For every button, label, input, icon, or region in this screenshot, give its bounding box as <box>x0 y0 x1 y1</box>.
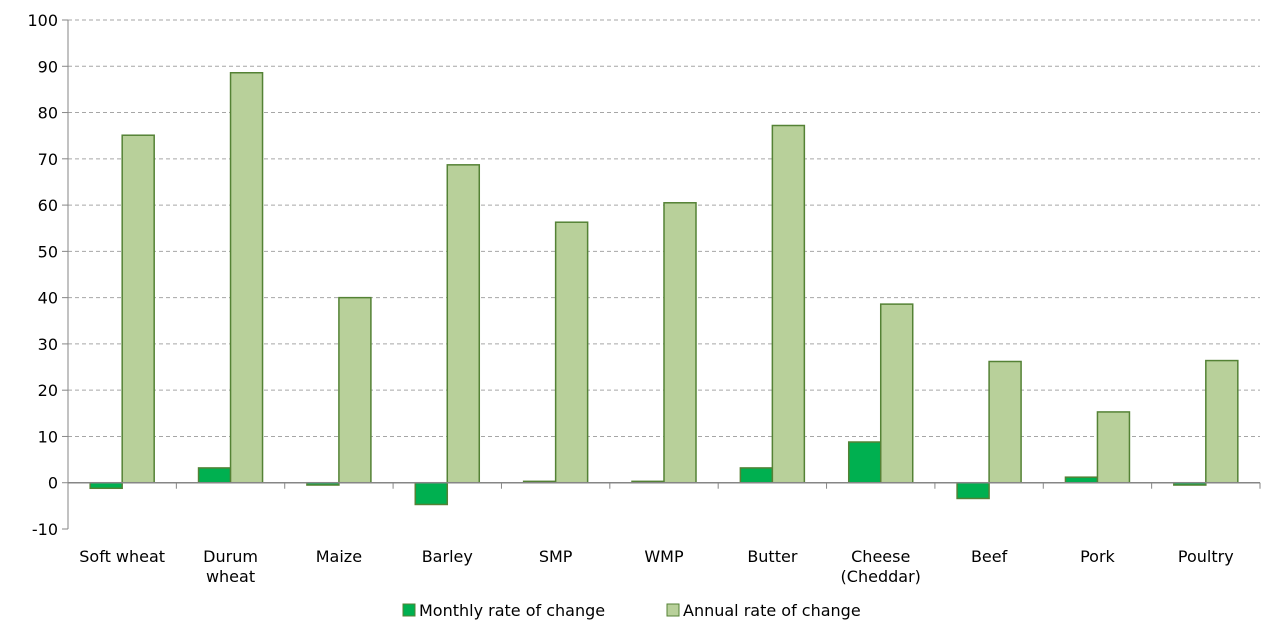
category-label-line: wheat <box>206 567 255 586</box>
axis-labels: -10 0 10 20 30 40 50 60 70 80 90 100 Soft wheat Durum… <box>27 11 1233 586</box>
annual-bar <box>1096 411 1131 484</box>
category-label-line: Soft wheat <box>79 547 165 566</box>
category-label: Barley <box>422 547 473 566</box>
axes <box>62 19 1261 530</box>
category-label-line: Poultry <box>1178 547 1234 566</box>
category-label-line: (Cheddar) <box>841 567 921 586</box>
category-label-line: Cheese <box>851 547 910 566</box>
category-label-line: Butter <box>747 547 798 566</box>
category-label-line: Pork <box>1080 547 1115 566</box>
annual-bar <box>121 134 155 484</box>
annual-bar <box>338 296 372 484</box>
monthly-bar <box>847 441 882 484</box>
y-tick-label: 90 <box>38 57 58 76</box>
annual-bar <box>988 360 1022 484</box>
y-tick-label: 0 <box>48 474 58 493</box>
y-tick-label: 20 <box>38 381 58 400</box>
y-tick-label: 40 <box>38 289 58 308</box>
y-tick-label: 70 <box>38 150 58 169</box>
y-tick-label: 10 <box>38 427 58 446</box>
legend-swatch-annual <box>666 603 680 617</box>
monthly-bar <box>956 481 990 500</box>
category-label: Butter <box>747 547 798 566</box>
monthly-bar <box>89 481 123 490</box>
annual-bar <box>554 221 589 484</box>
annual-bar <box>1205 359 1239 484</box>
annual-bar <box>446 164 481 484</box>
legend-label-annual: Annual rate of change <box>683 601 861 620</box>
category-label: WMP <box>644 547 684 566</box>
y-tick-label: 50 <box>38 242 58 261</box>
category-label-line: Durum <box>203 547 258 566</box>
category-label-line: Maize <box>316 547 362 566</box>
category-label-line: WMP <box>644 547 684 566</box>
bars <box>89 72 1239 506</box>
category-label-line: Beef <box>971 547 1008 566</box>
legend-label-monthly: Monthly rate of change <box>419 601 605 620</box>
y-tick-label: -10 <box>32 520 58 539</box>
annual-bar <box>879 303 914 484</box>
monthly-bar <box>1064 476 1099 484</box>
y-tick-label: 60 <box>38 196 58 215</box>
y-tick-label: 30 <box>38 335 58 354</box>
y-tick-label: 100 <box>27 11 58 30</box>
annual-bar <box>771 124 806 484</box>
annual-bar <box>663 202 697 484</box>
category-label: Durum wheat <box>203 547 258 586</box>
category-label-line: SMP <box>539 547 573 566</box>
legend: Monthly rate of change Annual rate of cha… <box>402 601 861 620</box>
category-label: Pork <box>1080 547 1115 566</box>
category-label: Maize <box>316 547 362 566</box>
monthly-bar <box>197 467 232 484</box>
category-label: Soft wheat <box>79 547 165 566</box>
legend-swatch-monthly <box>402 603 416 617</box>
category-label: Beef <box>971 547 1008 566</box>
category-label: Cheese (Cheddar) <box>841 547 921 586</box>
category-label: Poultry <box>1178 547 1234 566</box>
monthly-bar <box>739 467 774 484</box>
y-tick-label: 80 <box>38 104 58 123</box>
category-label-line: Barley <box>422 547 473 566</box>
annual-bar <box>229 72 264 484</box>
category-label: SMP <box>539 547 573 566</box>
monthly-bar <box>414 481 449 506</box>
